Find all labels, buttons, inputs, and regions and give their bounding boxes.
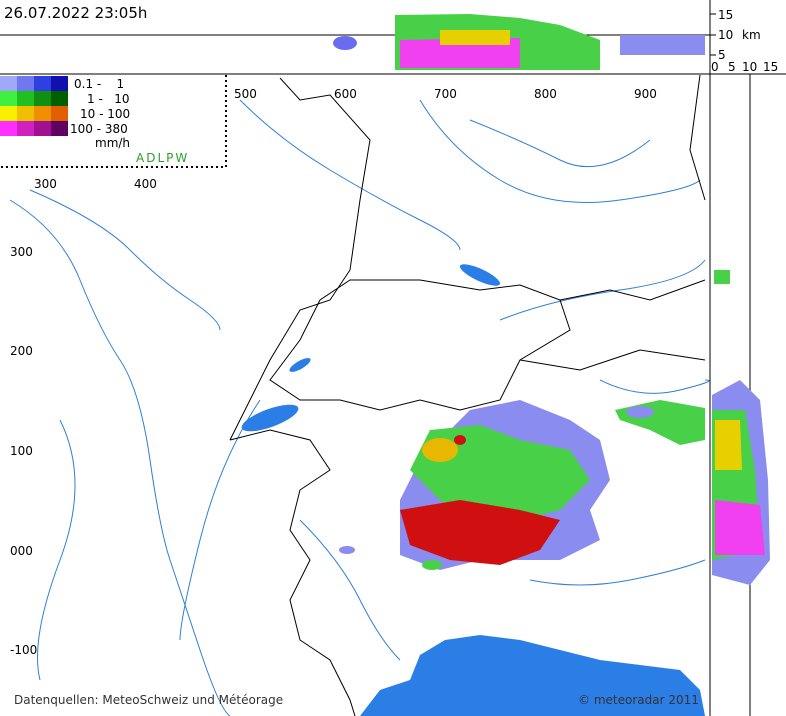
legend-swatch xyxy=(51,121,68,136)
rivers xyxy=(9,99,710,716)
coord-label: 800 xyxy=(534,87,557,101)
coord-label: 900 xyxy=(634,87,657,101)
sea xyxy=(360,635,705,716)
coord-label: -100 xyxy=(10,643,37,657)
height-label: 15 xyxy=(763,60,778,74)
height-unit: km xyxy=(742,28,761,42)
height-label: 0 xyxy=(711,60,719,74)
station-codes: ADLPW xyxy=(136,151,189,165)
legend-label: 10 - 100 xyxy=(80,107,130,121)
precipitation xyxy=(339,400,705,570)
legend-swatch xyxy=(34,121,51,136)
coord-label: 300 xyxy=(34,177,57,191)
height-label: 5 xyxy=(728,60,736,74)
coordinates: 500 600 700 800 900 300 400 300 200 100 … xyxy=(10,87,657,657)
height-label: 10 xyxy=(718,28,733,42)
coord-label: 100 xyxy=(10,444,33,458)
legend-swatch xyxy=(51,106,68,121)
legend-label: 100 - 380 xyxy=(70,122,128,136)
lake xyxy=(289,358,311,372)
legend-swatch xyxy=(17,106,34,121)
legend-swatch xyxy=(0,76,17,91)
legend-swatch xyxy=(17,91,34,106)
coord-label: 700 xyxy=(434,87,457,101)
coord-label: 300 xyxy=(10,245,33,259)
legend-unit: mm/h xyxy=(95,136,130,150)
top-profile xyxy=(333,14,705,70)
legend-label: 1 - 10 xyxy=(87,92,130,106)
legend-swatch xyxy=(0,106,17,121)
legend: 0.1 - 1 1 - 10 10 - 100 100 - 380 mm/h A… xyxy=(0,75,227,168)
legend-label: 0.1 - 1 xyxy=(74,77,124,91)
legend-swatch xyxy=(34,106,51,121)
legend-swatch xyxy=(34,76,51,91)
legend-swatch xyxy=(17,76,34,91)
data-sources: Datenquellen: MeteoSchweiz und Météorage xyxy=(14,693,283,707)
lake xyxy=(241,404,299,432)
copyright: © meteoradar 2011 xyxy=(578,693,699,707)
height-label: 15 xyxy=(718,8,733,22)
legend-swatch xyxy=(0,91,17,106)
coord-label: 200 xyxy=(10,344,33,358)
coord-label: 600 xyxy=(334,87,357,101)
timestamp: 26.07.2022 23:05h xyxy=(4,4,147,22)
height-axis: 15 10 km 5 0 5 10 15 xyxy=(710,8,778,74)
legend-swatch xyxy=(51,91,68,106)
height-label: 10 xyxy=(742,60,757,74)
lake xyxy=(459,264,501,286)
right-profile xyxy=(712,270,770,585)
legend-swatch xyxy=(51,76,68,91)
coord-label: 000 xyxy=(10,544,33,558)
borders xyxy=(229,74,706,716)
coord-label: 400 xyxy=(134,177,157,191)
height-label: 5 xyxy=(718,48,726,62)
legend-swatch xyxy=(34,91,51,106)
legend-swatch xyxy=(17,121,34,136)
legend-swatch xyxy=(0,121,17,136)
coord-label: 500 xyxy=(234,87,257,101)
